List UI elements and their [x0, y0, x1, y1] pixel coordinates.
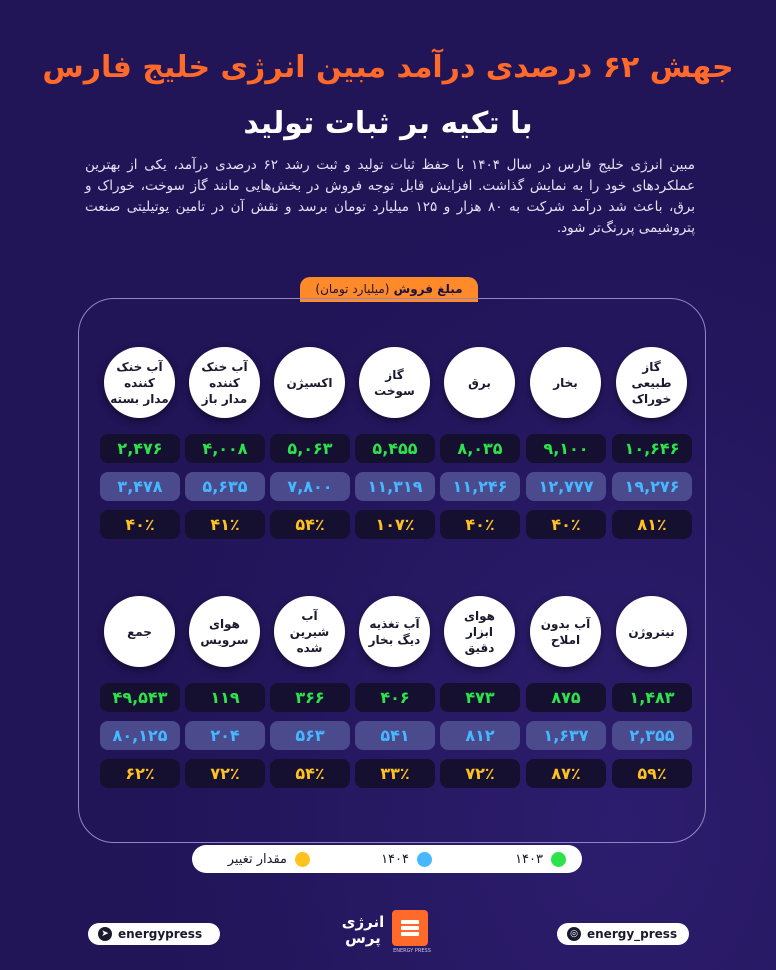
item-circle: گاز طبیعی خوراک — [616, 347, 687, 418]
value-1404: ۱۱,۲۴۶ — [440, 472, 520, 501]
legend-1404-label: ۱۴۰۴ — [381, 851, 409, 867]
value-1404: ۲۰۴ — [185, 721, 265, 750]
logo-text: انرژی پرس — [341, 913, 385, 947]
item-circle: آب خنک کننده مدار باز — [189, 347, 260, 418]
value-change: ۷۲٪ — [185, 759, 265, 788]
main-title: جهش ۶۲ درصدی درآمد مبین انرژی خلیج فارس — [42, 50, 734, 85]
telegram-handle[interactable]: ➤ energypress — [88, 923, 220, 945]
item-circle: نیتروژن — [616, 596, 687, 667]
item-circle: گاز سوخت — [359, 347, 430, 418]
item-circle: جمع — [104, 596, 175, 667]
item-name: هوای ابزار دقیق — [464, 608, 495, 655]
logo-icon — [392, 910, 428, 946]
value-1403: ۵,۴۵۵ — [355, 434, 435, 463]
value-1403: ۴۹,۵۴۳ — [100, 683, 180, 712]
value-change: ۴۱٪ — [185, 510, 265, 539]
legend-change: مقدار تغییر — [228, 845, 310, 873]
item-name: گاز سوخت — [374, 367, 415, 398]
value-1403: ۲,۴۷۶ — [100, 434, 180, 463]
sales-tab: مبلغ فروش (میلیارد تومان) — [300, 277, 478, 302]
legend: ۱۴۰۳ ۱۴۰۴ مقدار تغییر — [192, 845, 582, 873]
item-circle: آب بدون املاح — [530, 596, 601, 667]
item-circle: اکسیژن — [274, 347, 345, 418]
value-change: ۷۲٪ — [440, 759, 520, 788]
item-circle: آب شیرین شده — [274, 596, 345, 667]
sub-title: با تکیه بر ثبات تولید — [243, 106, 533, 141]
legend-change-label: مقدار تغییر — [227, 851, 287, 867]
item-name: هوای سرویس — [200, 616, 249, 647]
item-name: جمع — [127, 624, 152, 639]
value-1403: ۳۶۶ — [270, 683, 350, 712]
value-1403: ۸,۰۳۵ — [440, 434, 520, 463]
green-dot-icon — [551, 851, 566, 867]
instagram-handle[interactable]: ◎ energy_press — [557, 923, 689, 945]
value-1404: ۷,۸۰۰ — [270, 472, 350, 501]
item-name: آب تغذیه دیگ بخار — [368, 616, 421, 647]
item-name: آب شیرین شده — [289, 608, 330, 655]
item-circle: برق — [444, 347, 515, 418]
blue-dot-icon — [417, 851, 432, 867]
item-name: اکسیژن — [286, 375, 333, 390]
value-change: ۸۷٪ — [526, 759, 606, 788]
value-1404: ۲,۳۵۵ — [612, 721, 692, 750]
value-change: ۴۰٪ — [100, 510, 180, 539]
value-1403: ۹,۱۰۰ — [526, 434, 606, 463]
telegram-icon: ➤ — [98, 927, 112, 941]
value-1404: ۱۹,۲۷۶ — [612, 472, 692, 501]
sales-label: مبلغ فروش — [393, 282, 463, 296]
value-1404: ۵۴۱ — [355, 721, 435, 750]
data-card — [78, 298, 706, 843]
value-1403: ۱,۴۸۳ — [612, 683, 692, 712]
value-1403: ۴,۰۰۸ — [185, 434, 265, 463]
item-name: آب خنک کننده مدار باز — [201, 359, 248, 406]
item-name: برق — [468, 375, 491, 390]
value-1403: ۱۱۹ — [185, 683, 265, 712]
value-1404: ۱۲,۷۷۷ — [526, 472, 606, 501]
item-name: بخار — [553, 375, 578, 390]
value-1403: ۱۰,۶۴۶ — [612, 434, 692, 463]
value-1404: ۸۱۲ — [440, 721, 520, 750]
value-change: ۱۰۷٪ — [355, 510, 435, 539]
value-1403: ۵,۰۶۳ — [270, 434, 350, 463]
item-circle: آب خنک کننده مدار بسته — [104, 347, 175, 418]
item-name: آب بدون املاح — [540, 616, 591, 647]
telegram-handle-text: energypress — [118, 927, 203, 941]
value-1404: ۱۱,۳۱۹ — [355, 472, 435, 501]
value-1404: ۵۶۳ — [270, 721, 350, 750]
value-change: ۶۲٪ — [100, 759, 180, 788]
legend-1404: ۱۴۰۴ — [381, 845, 432, 873]
value-change: ۴۰٪ — [440, 510, 520, 539]
instagram-handle-text: energy_press — [587, 927, 678, 941]
value-1403: ۴۰۶ — [355, 683, 435, 712]
value-1404: ۱,۶۳۷ — [526, 721, 606, 750]
instagram-icon: ◎ — [567, 927, 581, 941]
value-1404: ۸۰,۱۲۵ — [100, 721, 180, 750]
legend-1403-label: ۱۴۰۳ — [515, 851, 543, 867]
item-name: نیتروژن — [628, 624, 675, 639]
value-1404: ۳,۴۷۸ — [100, 472, 180, 501]
value-1403: ۸۷۵ — [526, 683, 606, 712]
item-circle: هوای سرویس — [189, 596, 260, 667]
value-change: ۵۴٪ — [270, 510, 350, 539]
item-circle: بخار — [530, 347, 601, 418]
value-change: ۸۱٪ — [612, 510, 692, 539]
value-change: ۵۹٪ — [612, 759, 692, 788]
intro-paragraph: مبین انرژی خلیج فارس در سال ۱۴۰۴ با حفظ … — [85, 157, 695, 236]
value-change: ۵۴٪ — [270, 759, 350, 788]
value-1404: ۵,۶۳۵ — [185, 472, 265, 501]
item-name: آب خنک کننده مدار بسته — [110, 359, 169, 406]
logo-subtitle: ENERGY PRESS — [393, 948, 431, 954]
item-name: گاز طبیعی خوراک — [631, 359, 672, 406]
legend-1403: ۱۴۰۳ — [515, 845, 566, 873]
value-change: ۳۳٪ — [355, 759, 435, 788]
yellow-dot-icon — [295, 851, 310, 867]
item-circle: هوای ابزار دقیق — [444, 596, 515, 667]
value-change: ۴۰٪ — [526, 510, 606, 539]
value-1403: ۴۷۳ — [440, 683, 520, 712]
sales-unit: (میلیارد تومان) — [315, 282, 390, 296]
item-circle: آب تغذیه دیگ بخار — [359, 596, 430, 667]
